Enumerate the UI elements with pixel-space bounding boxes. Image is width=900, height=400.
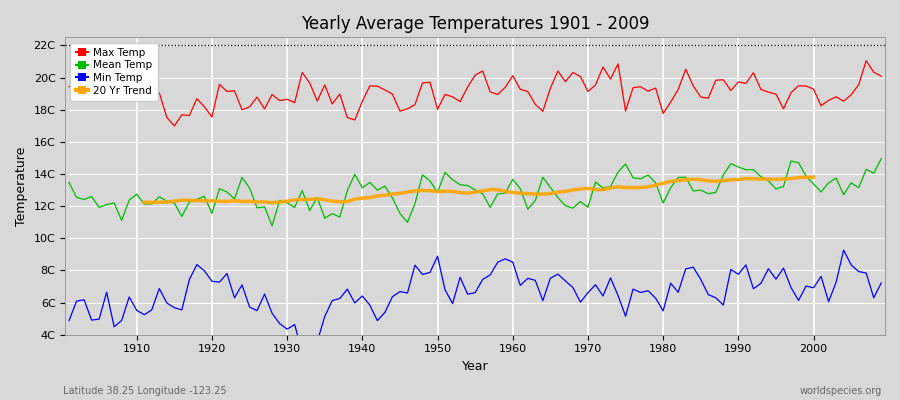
X-axis label: Year: Year	[462, 360, 489, 373]
Text: Latitude 38.25 Longitude -123.25: Latitude 38.25 Longitude -123.25	[63, 386, 227, 396]
Y-axis label: Temperature: Temperature	[15, 146, 28, 226]
Text: worldspecies.org: worldspecies.org	[800, 386, 882, 396]
Legend: Max Temp, Mean Temp, Min Temp, 20 Yr Trend: Max Temp, Mean Temp, Min Temp, 20 Yr Tre…	[70, 42, 158, 101]
Title: Yearly Average Temperatures 1901 - 2009: Yearly Average Temperatures 1901 - 2009	[301, 15, 650, 33]
